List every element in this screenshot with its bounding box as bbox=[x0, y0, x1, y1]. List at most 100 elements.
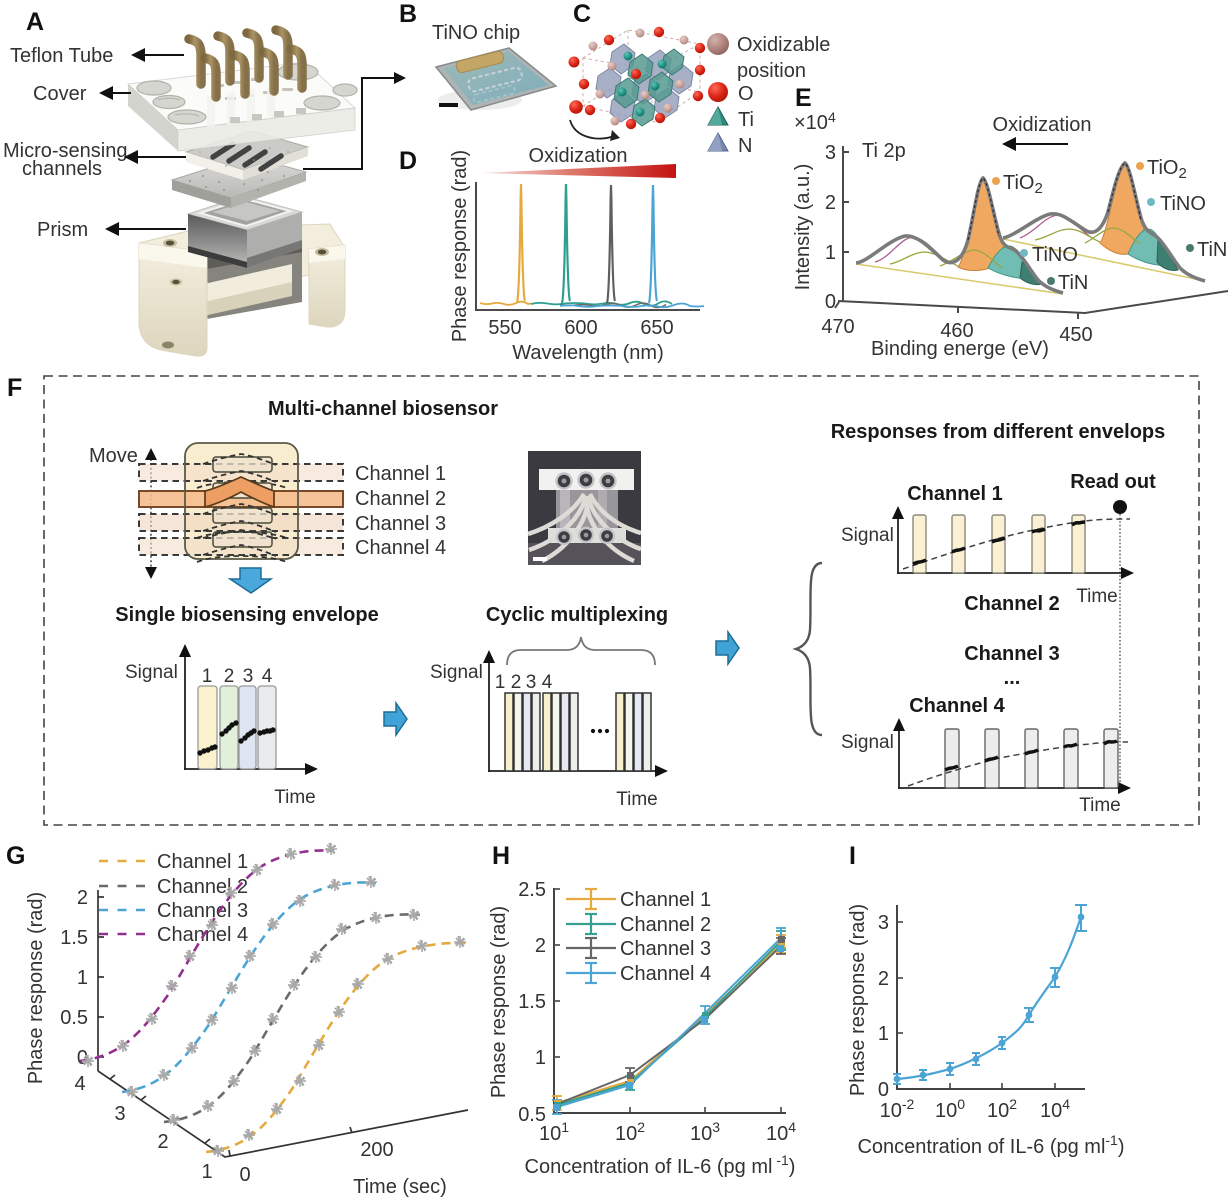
svg-text:A: A bbox=[26, 8, 44, 36]
svg-text:TiNO: TiNO bbox=[1032, 244, 1078, 266]
svg-text:Time: Time bbox=[1079, 795, 1121, 816]
svg-text:I: I bbox=[849, 842, 856, 870]
svg-text:3: 3 bbox=[526, 672, 537, 693]
svg-text:D: D bbox=[399, 147, 417, 175]
svg-text:Channel 1: Channel 1 bbox=[157, 851, 248, 873]
svg-text:0: 0 bbox=[77, 1047, 88, 1069]
svg-text:2: 2 bbox=[511, 672, 522, 693]
svg-text:104: 104 bbox=[766, 1119, 796, 1145]
svg-text:2: 2 bbox=[878, 968, 889, 990]
svg-text:2: 2 bbox=[77, 887, 88, 909]
svg-text:Signal: Signal bbox=[430, 662, 483, 683]
svg-text:2: 2 bbox=[224, 666, 235, 687]
svg-text:Phase response (rad): Phase response (rad) bbox=[488, 906, 510, 1098]
svg-text:Micro-sensing: Micro-sensing bbox=[3, 140, 127, 162]
svg-text:Multi-channel biosensor: Multi-channel biosensor bbox=[268, 398, 498, 420]
svg-text:0: 0 bbox=[239, 1164, 250, 1186]
svg-text:Phase response (rad): Phase response (rad) bbox=[449, 150, 471, 342]
svg-text:Channel 4: Channel 4 bbox=[620, 963, 711, 985]
svg-text:1: 1 bbox=[201, 1161, 212, 1183]
svg-text:Ti 2p: Ti 2p bbox=[862, 140, 906, 162]
svg-text:E: E bbox=[795, 84, 812, 112]
svg-text:Ti: Ti bbox=[738, 109, 754, 131]
svg-text:Channel 4: Channel 4 bbox=[909, 695, 1005, 717]
svg-text:Channel 2: Channel 2 bbox=[355, 488, 446, 510]
svg-text:Cyclic multiplexing: Cyclic multiplexing bbox=[486, 604, 668, 626]
svg-text:Channel 1: Channel 1 bbox=[907, 483, 1003, 505]
svg-text:4: 4 bbox=[74, 1073, 85, 1095]
svg-text:Time: Time bbox=[1076, 586, 1118, 607]
svg-text:Channel 1: Channel 1 bbox=[620, 889, 711, 911]
svg-text:Channel 3: Channel 3 bbox=[964, 643, 1060, 665]
svg-text:Channel 3: Channel 3 bbox=[157, 900, 248, 922]
svg-text:G: G bbox=[6, 842, 25, 870]
svg-text:2: 2 bbox=[535, 935, 546, 957]
svg-text:Signal: Signal bbox=[841, 525, 894, 546]
svg-text:2: 2 bbox=[825, 192, 836, 214]
svg-text:Read out: Read out bbox=[1070, 471, 1156, 493]
svg-text:Responses from different envel: Responses from different envelops bbox=[831, 421, 1166, 443]
svg-text:Prism: Prism bbox=[37, 219, 88, 241]
svg-text:TiO2: TiO2 bbox=[1147, 157, 1187, 182]
svg-text:2: 2 bbox=[157, 1131, 168, 1153]
svg-text:Binding energe (eV): Binding energe (eV) bbox=[871, 338, 1049, 360]
svg-text:Channel 3: Channel 3 bbox=[620, 938, 711, 960]
svg-text:Channel 2: Channel 2 bbox=[964, 593, 1060, 615]
svg-text:600: 600 bbox=[564, 317, 597, 339]
svg-text:Phase response (rad): Phase response (rad) bbox=[25, 892, 47, 1084]
svg-text:Oxidization: Oxidization bbox=[529, 145, 628, 167]
svg-text:4: 4 bbox=[542, 672, 553, 693]
svg-text:F: F bbox=[7, 374, 22, 402]
svg-text:Channel 1: Channel 1 bbox=[355, 463, 446, 485]
svg-text:103: 103 bbox=[690, 1119, 720, 1145]
svg-text:Signal: Signal bbox=[125, 662, 178, 683]
svg-text:TiNO chip: TiNO chip bbox=[432, 22, 520, 44]
svg-text:0.5: 0.5 bbox=[60, 1007, 88, 1029]
svg-text:Concentration of IL-6 (pg ml -: Concentration of IL-6 (pg ml -1) bbox=[525, 1152, 796, 1178]
svg-text:Channel 3: Channel 3 bbox=[355, 513, 446, 535]
svg-text:0.5: 0.5 bbox=[518, 1104, 546, 1126]
svg-text:C: C bbox=[573, 0, 591, 28]
svg-text:102: 102 bbox=[615, 1119, 645, 1145]
svg-text:Phase response (rad): Phase response (rad) bbox=[847, 904, 869, 1096]
svg-text:1: 1 bbox=[535, 1047, 546, 1069]
svg-text:Oxidization: Oxidization bbox=[993, 114, 1092, 136]
svg-text:101: 101 bbox=[539, 1119, 569, 1145]
svg-text:...: ... bbox=[1004, 667, 1021, 689]
svg-text:position: position bbox=[737, 60, 806, 82]
svg-text:Oxidizable: Oxidizable bbox=[737, 34, 830, 56]
svg-text:Cover: Cover bbox=[33, 83, 87, 105]
svg-text:650: 650 bbox=[640, 317, 673, 339]
svg-text:10-2: 10-2 bbox=[880, 1096, 915, 1122]
svg-text:Time (sec): Time (sec) bbox=[353, 1176, 447, 1198]
svg-text:Wavelength (nm): Wavelength (nm) bbox=[512, 342, 664, 364]
svg-text:2.5: 2.5 bbox=[518, 879, 546, 901]
svg-text:1: 1 bbox=[202, 666, 213, 687]
svg-text:B: B bbox=[399, 0, 417, 28]
svg-text:1.5: 1.5 bbox=[518, 991, 546, 1013]
svg-text:Time: Time bbox=[616, 789, 658, 810]
svg-text:0: 0 bbox=[878, 1079, 889, 1101]
svg-text:O: O bbox=[738, 83, 754, 105]
svg-text:1: 1 bbox=[77, 967, 88, 989]
svg-text:4: 4 bbox=[262, 666, 273, 687]
svg-text:1: 1 bbox=[878, 1023, 889, 1045]
svg-text:channels: channels bbox=[22, 158, 102, 180]
svg-text:Concentration of IL-6 (pg ml-1: Concentration of IL-6 (pg ml-1) bbox=[857, 1132, 1124, 1158]
svg-text:0: 0 bbox=[825, 291, 836, 313]
svg-text:Channel 4: Channel 4 bbox=[355, 537, 446, 559]
svg-text:550: 550 bbox=[488, 317, 521, 339]
svg-text:450: 450 bbox=[1059, 324, 1092, 346]
svg-text:Teflon Tube: Teflon Tube bbox=[10, 45, 113, 67]
svg-text:460: 460 bbox=[940, 320, 973, 342]
svg-text:3: 3 bbox=[825, 142, 836, 164]
svg-text:H: H bbox=[492, 842, 510, 870]
svg-text:104: 104 bbox=[1040, 1096, 1070, 1122]
svg-text:TiNO: TiNO bbox=[1160, 193, 1206, 215]
svg-text:Move: Move bbox=[89, 445, 138, 467]
svg-text:Channel 2: Channel 2 bbox=[620, 914, 711, 936]
svg-text:TiN: TiN bbox=[1197, 239, 1227, 261]
svg-text:1.5: 1.5 bbox=[60, 927, 88, 949]
svg-text:100: 100 bbox=[935, 1096, 965, 1122]
svg-text:N: N bbox=[738, 135, 752, 157]
